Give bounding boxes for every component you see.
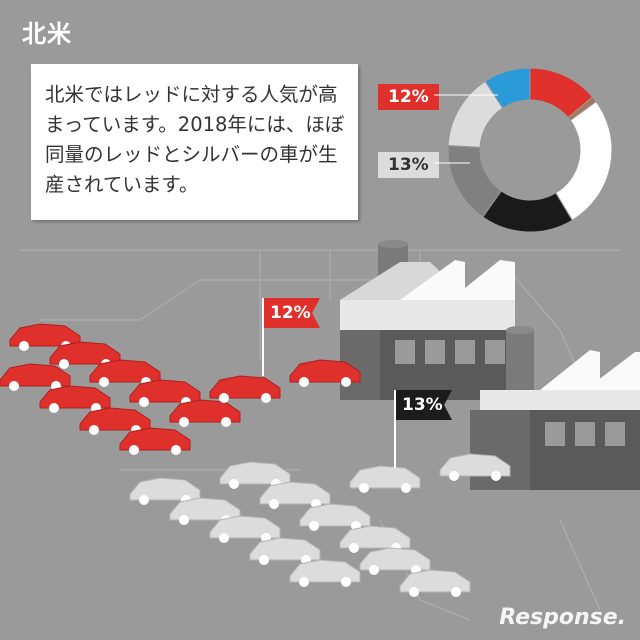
red-car xyxy=(169,399,241,427)
donut-slice-white xyxy=(555,100,613,221)
response-watermark: Response. xyxy=(499,605,626,630)
red-car xyxy=(49,341,121,369)
flag-pole-dark xyxy=(394,390,396,468)
silver-car xyxy=(339,525,411,553)
description-text: 北米ではレッドに対する人気が高まっています。2018年には、ほぼ同量のレッドとシ… xyxy=(45,83,345,196)
red-car xyxy=(39,385,111,413)
flag-red: 12% xyxy=(264,298,320,328)
factory-right xyxy=(470,326,640,490)
donut-chart xyxy=(440,60,620,240)
silver-car xyxy=(399,569,471,597)
silver-car xyxy=(349,465,421,493)
silver-car xyxy=(359,547,431,575)
factory-left xyxy=(340,240,515,400)
donut-slice-blue xyxy=(484,67,531,109)
red-car xyxy=(89,359,161,387)
silver-car xyxy=(439,453,511,481)
silver-car xyxy=(289,559,361,587)
red-car xyxy=(119,427,191,455)
silver-car xyxy=(299,503,371,531)
silver-car xyxy=(169,497,241,525)
red-car xyxy=(0,363,71,391)
flag-dark: 13% xyxy=(396,390,452,420)
flag-pole-red xyxy=(262,298,264,376)
chart-label-silver: 13% xyxy=(378,152,439,178)
chart-label-red: 12% xyxy=(378,84,439,110)
silver-car xyxy=(259,481,331,509)
silver-car xyxy=(209,515,281,543)
description-box: 北米ではレッドに対する人気が高まっています。2018年には、ほぼ同量のレッドとシ… xyxy=(31,64,358,220)
red-car xyxy=(289,359,361,387)
red-car-group xyxy=(0,323,361,455)
region-title: 北米 xyxy=(22,20,72,48)
red-car xyxy=(209,375,281,403)
silver-car-group xyxy=(129,453,511,597)
silver-car xyxy=(249,537,321,565)
